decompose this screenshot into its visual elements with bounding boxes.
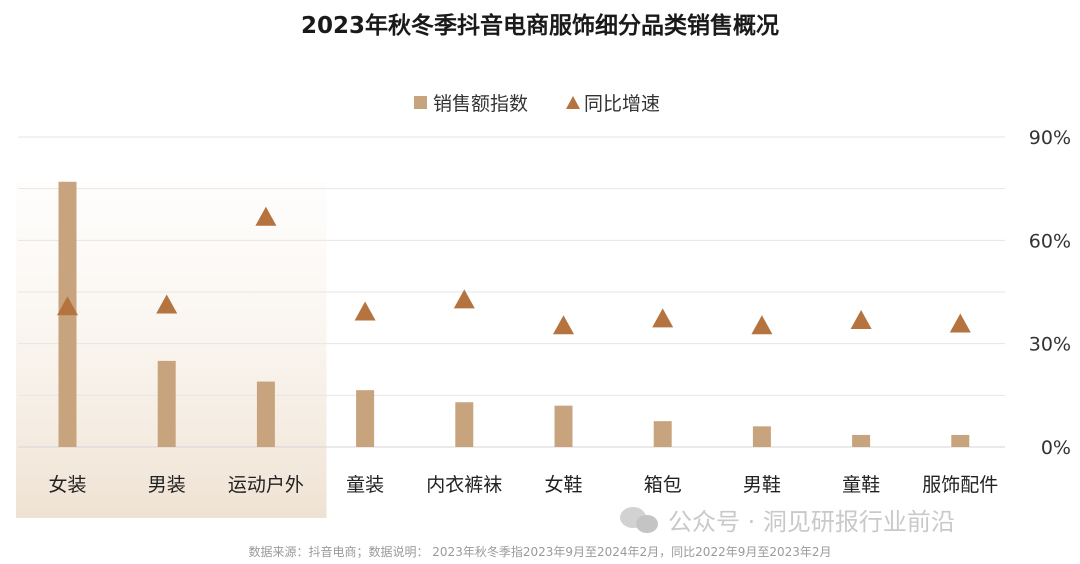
- x-tick-label: 内衣裤袜: [426, 474, 502, 496]
- y-tick-label: 0%: [1041, 437, 1071, 459]
- legend-label-bar: 销售额指数: [433, 93, 528, 115]
- chart-title: 2023年秋冬季抖音电商服饰细分品类销售概况: [300, 13, 779, 39]
- legend-label-triangle: 同比增速: [584, 93, 660, 115]
- triangle-marker: [652, 308, 674, 328]
- x-tick-label: 童鞋: [842, 474, 880, 496]
- triangle-marker: [949, 313, 971, 333]
- bar: [356, 390, 375, 447]
- triangle-marker: [751, 315, 773, 335]
- triangle-marker: [453, 289, 475, 309]
- bar: [653, 421, 672, 447]
- triangle-marker: [57, 296, 78, 316]
- legend-swatch-bar: [414, 96, 427, 109]
- footnote: 数据来源：抖音电商；数据说明： 2023年秋冬季指2023年9月至2024年2月…: [248, 545, 832, 559]
- triangle-marker: [553, 315, 574, 335]
- x-tick-label: 男装: [148, 474, 186, 496]
- bar: [852, 434, 871, 447]
- bar: [256, 381, 275, 447]
- x-tick-label: 运动户外: [228, 474, 304, 496]
- triangle-marker: [354, 301, 376, 321]
- x-tick-label: 女鞋: [544, 474, 582, 496]
- x-tick-label: 服饰配件: [922, 474, 998, 496]
- watermark-text: 公众号 · 洞见研报行业前沿: [668, 508, 955, 536]
- triangle-marker: [255, 206, 277, 226]
- bar: [554, 405, 573, 447]
- triangle-marker: [850, 310, 872, 330]
- x-tick-label: 童装: [346, 474, 384, 496]
- triangle-marker: [156, 294, 178, 314]
- y-tick-label: 60%: [1029, 230, 1071, 252]
- legend-swatch-triangle: [566, 96, 580, 109]
- x-tick-label: 女装: [48, 474, 86, 496]
- wechat-icon: [620, 505, 660, 535]
- x-tick-label: 箱包: [644, 474, 682, 496]
- x-tick-label: 男鞋: [743, 474, 781, 496]
- y-tick-label: 30%: [1029, 334, 1071, 356]
- bar: [951, 434, 970, 447]
- bar: [157, 360, 176, 447]
- y-tick-label: 90%: [1029, 127, 1071, 149]
- bar: [455, 402, 474, 447]
- watermark: 公众号 · 洞见研报行业前沿: [620, 502, 955, 537]
- bar: [752, 426, 771, 447]
